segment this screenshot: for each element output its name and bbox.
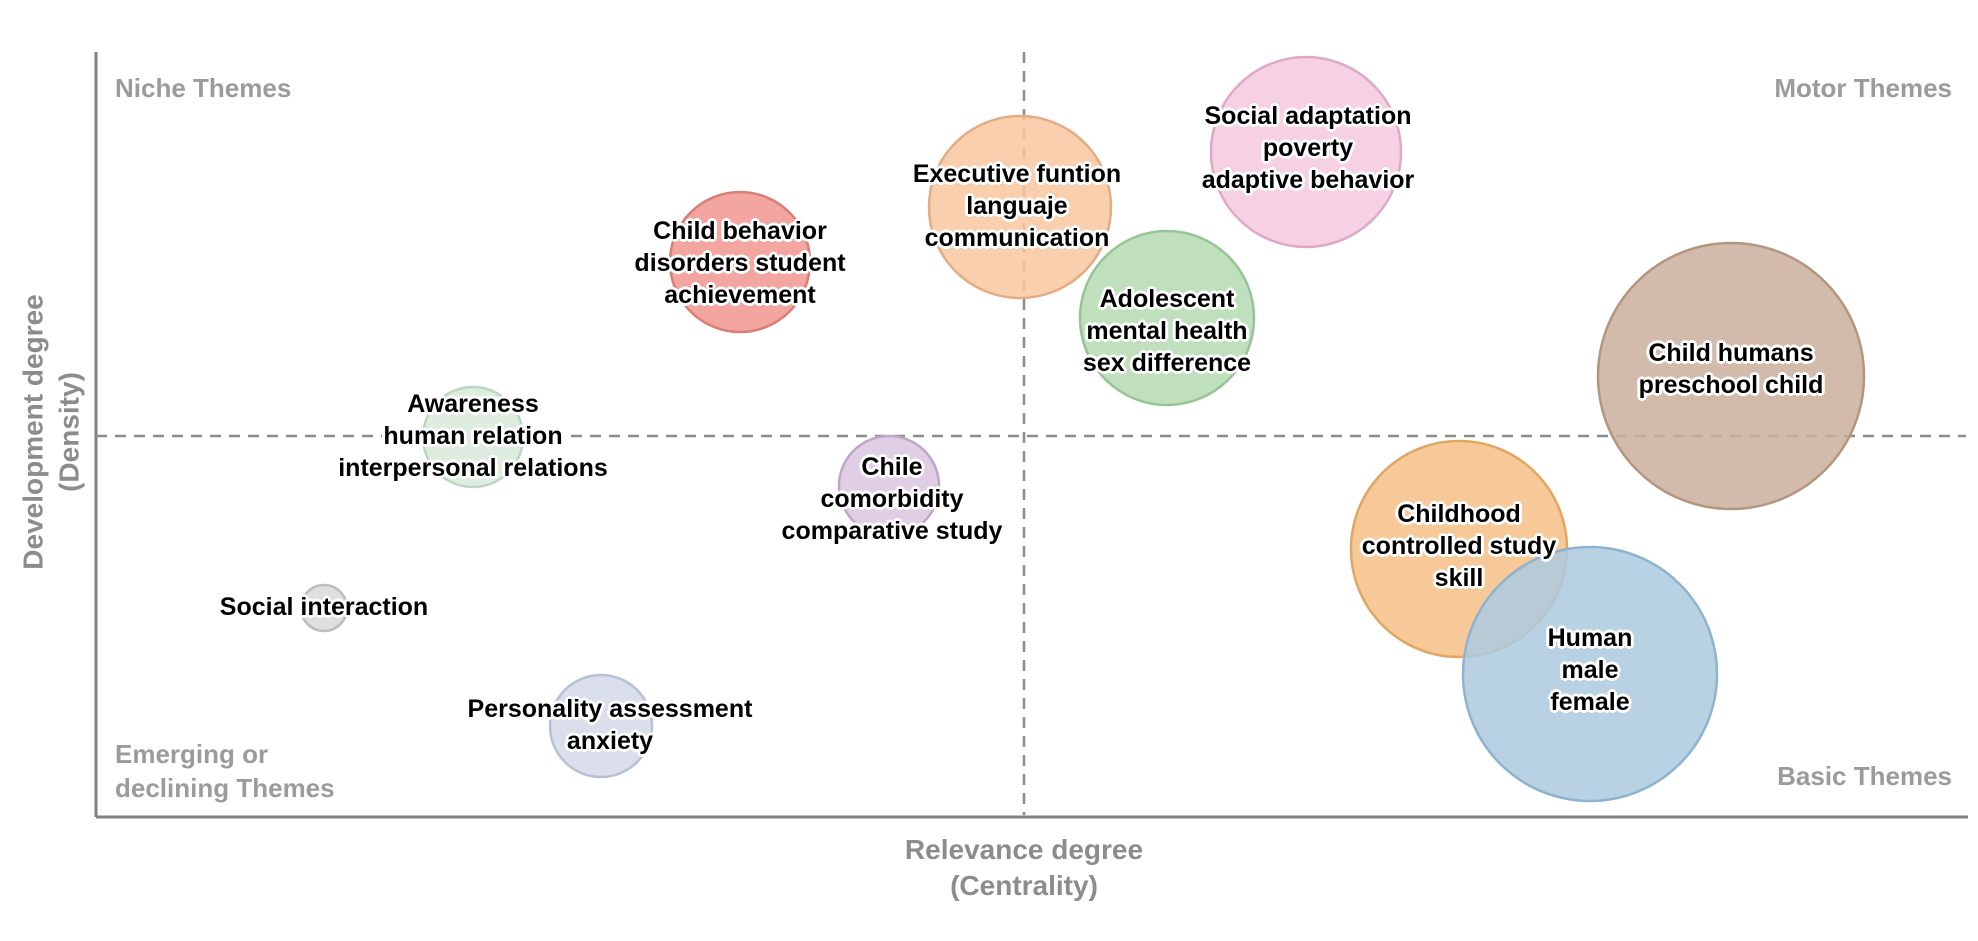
- x-axis-title: Relevance degree (Centrality): [904, 834, 1144, 902]
- quadrant-label-emerging-declining-themes: Emerging or declining Themes: [115, 739, 335, 803]
- bubble-human-male-female: [1461, 545, 1719, 803]
- bubble-social-adaptation: [1209, 55, 1403, 249]
- bubble-child-humans: [1596, 241, 1866, 511]
- quadrant-label-motor-themes: Motor Themes: [1774, 73, 1952, 103]
- bubble-child-behavior: [668, 190, 812, 334]
- bubble-adolescent: [1078, 229, 1256, 407]
- bubble-chile: [837, 434, 941, 538]
- bubbles-layer: [299, 55, 1866, 803]
- bubble-executive-function: [927, 114, 1113, 300]
- y-axis-title: Development degree (Density): [17, 294, 85, 570]
- bubble-personality: [548, 673, 654, 779]
- quadrant-label-basic-themes: Basic Themes: [1777, 761, 1952, 791]
- bubble-social-interaction: [299, 583, 349, 633]
- bubble-awareness: [421, 385, 525, 489]
- quadrant-label-niche-themes: Niche Themes: [115, 73, 292, 103]
